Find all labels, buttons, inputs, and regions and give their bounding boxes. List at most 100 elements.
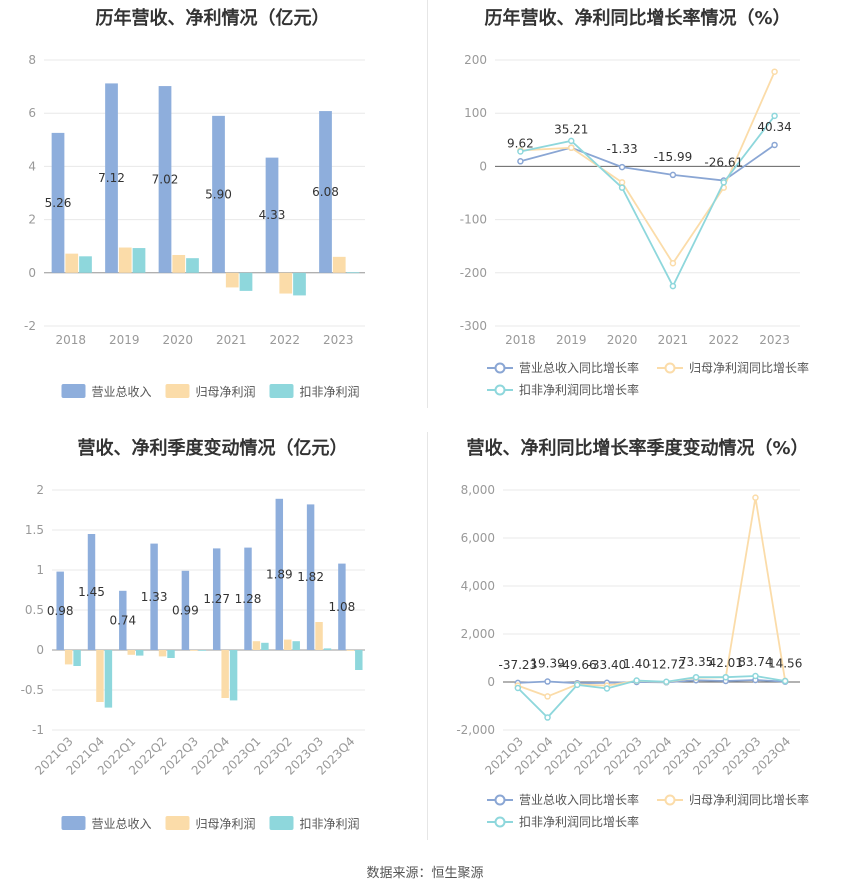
bar (279, 272, 293, 294)
data-point (692, 673, 700, 681)
x-tick-label: 2023 (323, 333, 354, 347)
bar (65, 253, 79, 273)
bar (73, 650, 81, 666)
bar (332, 256, 346, 273)
legend-marker (494, 816, 506, 828)
data-point (603, 685, 611, 692)
chart-title: 历年营收、净利情况（亿元） (95, 8, 330, 29)
data-point (544, 693, 551, 700)
y-tick-label: -300 (460, 319, 487, 333)
bar (229, 650, 238, 701)
bar (319, 111, 332, 273)
chart-title: 历年营收、净利同比增长率情况（%） (484, 8, 791, 29)
data-label: 19.39 (530, 657, 564, 671)
data-label: 35.21 (554, 123, 588, 137)
series-line (520, 115, 776, 289)
bar (172, 254, 186, 273)
data-label: -49.66 (558, 658, 597, 672)
y-tick-label: -0.5 (21, 683, 44, 697)
x-tick-label: 2018 (505, 333, 536, 347)
y-tick-label: 2 (28, 213, 36, 227)
chart-title: 营收、净利季度变动情况（亿元） (77, 438, 348, 459)
bar (79, 256, 92, 273)
annual-values-chart: -2 0 2 4 6 8 2018 2019 2020 2021 2022 2023 5.26 7.12 7… (24, 53, 365, 399)
data-label: 1.82 (297, 570, 324, 584)
legend-label: 营业总收入同比增长率 (519, 792, 639, 807)
chart-title: 营收、净利同比增长率季度变动情况（%） (466, 438, 809, 459)
bar (132, 248, 146, 273)
data-label: 1.28 (235, 592, 262, 606)
data-point (517, 148, 524, 155)
data-label: 1.45 (78, 585, 105, 599)
legend-swatch (165, 384, 190, 398)
bar (261, 642, 269, 650)
data-label: 14.56 (768, 657, 802, 671)
legend-label: 营业总收入 (92, 385, 152, 399)
data-point (669, 259, 677, 267)
bar (87, 534, 96, 650)
data-label: 0.99 (172, 603, 199, 617)
bar (221, 650, 229, 698)
data-label: 7.02 (152, 172, 179, 186)
x-tick-label: 2018 (55, 333, 86, 347)
legend-label: 扣非净利润 (300, 817, 360, 831)
bar (275, 498, 284, 650)
quarterly-growth-chart: -2,00002,0004,0006,0008,0002021Q32021Q42… (456, 483, 809, 829)
y-tick-label: -100 (460, 213, 487, 227)
data-point (771, 68, 778, 75)
data-label: 83.74 (738, 655, 772, 669)
data-label: -33.40 (588, 658, 627, 672)
legend-label: 营业总收入 (92, 817, 152, 831)
panel-divider (427, 0, 428, 408)
bar (167, 650, 175, 658)
data-point (544, 714, 551, 721)
legend-label: 扣非净利润 (300, 385, 360, 399)
y-tick-label: 4,000 (461, 579, 495, 593)
y-tick-label: 4 (28, 159, 36, 173)
data-label: -1.33 (607, 142, 638, 156)
bar (212, 115, 225, 273)
bar (158, 650, 167, 657)
data-point (771, 112, 778, 120)
y-tick-label: -2 (24, 319, 36, 333)
y-tick-label: -200 (460, 266, 487, 280)
data-point (781, 677, 789, 685)
data-point (544, 678, 551, 685)
data-label: 1.27 (203, 592, 230, 606)
bar (306, 504, 315, 650)
bar (293, 272, 306, 296)
bar (105, 83, 118, 273)
legend-marker (494, 362, 506, 374)
quarterly-values-chart: -1-0.500.511.522021Q32021Q42022Q12022Q22… (21, 483, 365, 831)
data-label: 5.90 (205, 187, 232, 201)
legend-marker (494, 384, 506, 396)
y-tick-label: 1.5 (25, 523, 44, 537)
x-tick-label: 2021 (216, 333, 247, 347)
y-tick-label: 0.5 (25, 603, 44, 617)
bar (51, 132, 65, 273)
data-label: 7.12 (98, 171, 125, 185)
data-label: 6.08 (312, 185, 339, 199)
y-tick-label: 8,000 (461, 483, 495, 497)
legend-swatch (61, 384, 86, 398)
y-tick-label: 2 (36, 483, 44, 497)
bar (118, 247, 132, 273)
y-tick-label: 2,000 (461, 627, 495, 641)
x-tick-label: 2020 (607, 333, 638, 347)
data-label: -37.23 (499, 658, 538, 672)
bar (239, 272, 253, 291)
panel-divider (427, 432, 428, 840)
legend-swatch (269, 384, 294, 398)
data-label: 0.98 (47, 604, 74, 618)
legend-label: 归母净利润同比增长率 (689, 792, 809, 807)
bar (158, 86, 172, 273)
data-point (633, 677, 640, 684)
data-label: 73.35 (679, 655, 713, 669)
data-label: 1.89 (266, 567, 293, 581)
bar (181, 570, 190, 650)
bar (96, 650, 104, 702)
y-tick-label: 0 (28, 266, 36, 280)
y-tick-label: -1 (32, 723, 44, 737)
data-point (568, 137, 575, 145)
legend-label: 扣非净利润同比增长率 (519, 382, 639, 397)
